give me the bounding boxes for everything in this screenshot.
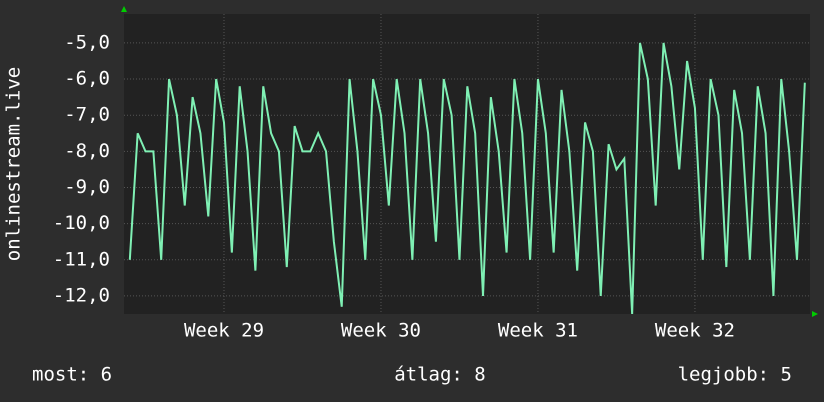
y-tick-label: -6,0 bbox=[64, 68, 110, 90]
y-tick-label: -5,0 bbox=[64, 31, 110, 53]
x-tick-label: Week 30 bbox=[341, 320, 421, 342]
axis-arrow bbox=[812, 311, 818, 317]
x-tick-label: Week 29 bbox=[184, 320, 264, 342]
y-axis-label: onlinestream.live bbox=[3, 67, 25, 261]
footer-stat: átlag: 8 bbox=[394, 364, 486, 386]
x-tick-label: Week 31 bbox=[498, 320, 578, 342]
y-tick-label: -10,0 bbox=[53, 212, 110, 234]
line bbox=[128, 42, 806, 315]
y-tick-label: -9,0 bbox=[64, 176, 110, 198]
y-tick-label: -8,0 bbox=[64, 140, 110, 162]
footer-stat: most: 6 bbox=[32, 364, 112, 386]
plot-area bbox=[124, 14, 810, 314]
footer-stat: legjobb: 5 bbox=[678, 364, 792, 386]
x-tick-label: Week 32 bbox=[655, 320, 735, 342]
axis-arrow bbox=[121, 6, 127, 12]
y-tick-label: -7,0 bbox=[64, 104, 110, 126]
y-tick-label: -11,0 bbox=[53, 248, 110, 270]
y-tick-label: -12,0 bbox=[53, 284, 110, 306]
